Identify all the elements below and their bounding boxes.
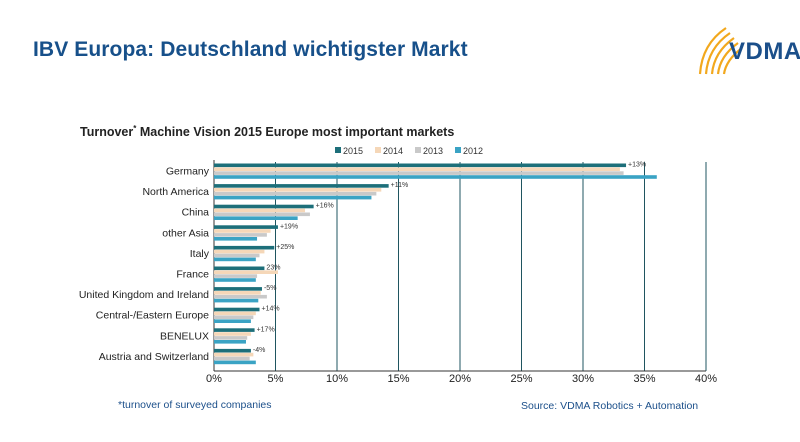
category-label-7: Central-/Eastern Europe <box>96 310 209 322</box>
x-tick-label-15: 15% <box>387 373 409 385</box>
bar-4-2012 <box>214 257 256 262</box>
growth-label-9: -4% <box>253 347 265 354</box>
footnote: *turnover of surveyed companies <box>118 399 272 411</box>
bar-9-2015 <box>214 348 251 353</box>
bar-5-2015 <box>214 266 265 271</box>
bar-5-2013 <box>214 274 258 278</box>
growth-label-4: +25% <box>276 244 294 251</box>
bar-9-2013 <box>214 356 250 361</box>
growth-label-6: -5% <box>264 285 276 292</box>
category-label-8: BENELUX <box>160 330 209 342</box>
bar-6-2015 <box>214 287 262 291</box>
logo-text: VDMA <box>729 38 800 65</box>
bar-1-2013 <box>214 191 377 196</box>
bar-7-2012 <box>214 319 251 323</box>
category-label-5: France <box>176 269 209 281</box>
bar-6-2014 <box>214 291 261 295</box>
legend-label-2012: 2012 <box>463 146 483 156</box>
bar-0-2015 <box>214 163 627 168</box>
legend-label-2013: 2013 <box>423 146 443 156</box>
bar-8-2012 <box>214 340 246 344</box>
chart-title-rest: Machine Vision 2015 Europe most importan… <box>136 125 455 140</box>
legend-swatch-2014 <box>375 147 381 153</box>
x-tick-label-40: 40% <box>695 373 717 385</box>
growth-label-2: +16% <box>316 203 334 210</box>
bar-0-2013 <box>214 171 624 175</box>
bar-6-2012 <box>214 298 259 303</box>
bar-9-2014 <box>214 352 254 357</box>
bar-3-2013 <box>214 233 267 237</box>
x-tick-label-10: 10% <box>326 373 348 385</box>
category-label-3: other Asia <box>162 227 209 239</box>
chart-title-main: Turnover <box>80 125 134 140</box>
bar-7-2014 <box>214 311 256 316</box>
bar-8-2013 <box>214 336 248 340</box>
bar-8-2015 <box>214 328 255 332</box>
bar-1-2014 <box>214 188 382 192</box>
legend-swatch-2013 <box>415 147 421 153</box>
category-label-4: Italy <box>190 248 210 260</box>
bar-2-2014 <box>214 208 306 213</box>
bar-8-2014 <box>214 332 251 336</box>
bar-3-2014 <box>214 229 271 233</box>
bar-3-2015 <box>214 225 278 229</box>
chart-title-asterisk: * <box>133 124 137 133</box>
bar-2-2012 <box>214 216 298 220</box>
slide-title: IBV Europa: Deutschland wichtigster Mark… <box>33 38 468 61</box>
growth-label-3: +19% <box>280 223 298 230</box>
growth-label-0: +13% <box>628 162 646 169</box>
legend-label-2015: 2015 <box>343 146 363 156</box>
growth-label-1: +11% <box>391 182 409 189</box>
bar-3-2012 <box>214 237 258 241</box>
category-label-6: United Kingdom and Ireland <box>79 289 209 301</box>
legend-swatch-2012 <box>455 147 461 153</box>
source-note: Source: VDMA Robotics + Automation <box>521 400 699 412</box>
bar-9-2012 <box>214 360 256 365</box>
bar-1-2015 <box>214 184 389 188</box>
legend-swatch-2015 <box>335 147 341 153</box>
bar-2-2015 <box>214 204 314 209</box>
growth-label-8: +17% <box>257 326 275 333</box>
category-label-0: Germany <box>166 166 210 178</box>
bar-7-2015 <box>214 307 260 312</box>
x-tick-label-35: 35% <box>633 373 655 385</box>
bar-7-2013 <box>214 315 254 320</box>
growth-label-5: 23% <box>266 265 280 272</box>
bar-6-2013 <box>214 294 267 299</box>
x-tick-label-0: 0% <box>206 373 222 385</box>
bar-4-2015 <box>214 245 275 250</box>
chart-title: Turnover* Machine Vision 2015 Europe mos… <box>80 124 454 139</box>
bar-4-2014 <box>214 249 265 254</box>
x-tick-label-20: 20% <box>449 373 471 385</box>
bar-5-2014 <box>214 270 278 274</box>
x-tick-label-5: 5% <box>268 373 284 385</box>
bar-4-2013 <box>214 253 260 258</box>
bar-0-2014 <box>214 167 620 171</box>
x-tick-label-25: 25% <box>510 373 532 385</box>
bar-1-2012 <box>214 195 372 200</box>
bar-0-2012 <box>214 175 657 179</box>
category-label-9: Austria and Switzerland <box>99 351 209 363</box>
x-tick-label-30: 30% <box>572 373 594 385</box>
growth-label-7: +14% <box>262 306 280 313</box>
bar-2-2013 <box>214 212 310 217</box>
category-label-2: China <box>182 207 210 219</box>
category-label-1: North America <box>142 186 209 198</box>
bar-5-2012 <box>214 278 256 282</box>
vdma-logo-icon <box>698 27 743 75</box>
legend-label-2014: 2014 <box>383 146 403 156</box>
